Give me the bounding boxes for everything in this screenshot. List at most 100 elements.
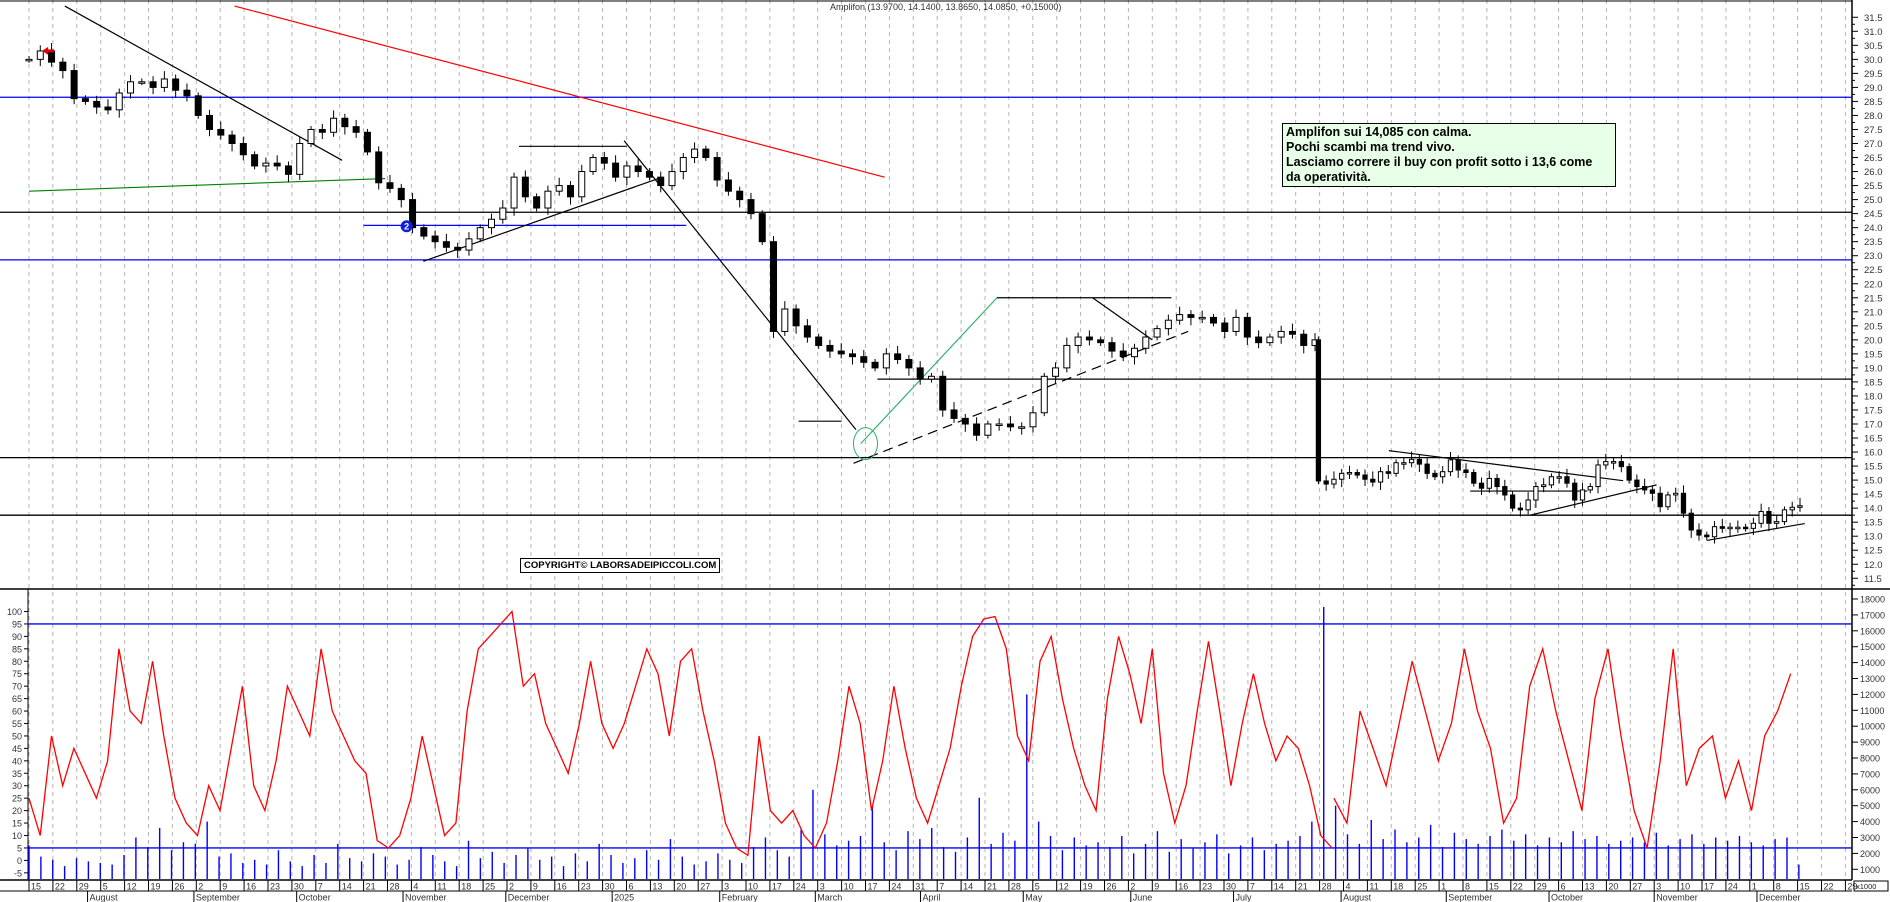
candle-body [1618, 461, 1624, 468]
candle [1610, 457, 1617, 470]
candle [183, 83, 191, 102]
x-day-label: 17 [772, 882, 782, 892]
volume-tick-label: 16000 [1860, 626, 1885, 636]
price-tick-label: 29.5 [1864, 69, 1883, 80]
candle-body [1626, 466, 1632, 481]
volume-tick-label: 1000 [1860, 865, 1880, 875]
x-day-label: 21 [1298, 882, 1308, 892]
x-day-label: 26 [1107, 882, 1117, 892]
candle-body [702, 148, 710, 159]
x-day-label: 29 [79, 882, 89, 892]
candle [1006, 416, 1014, 432]
candle [1579, 483, 1586, 506]
candle [1315, 336, 1322, 485]
x-day-label: 30 [294, 882, 304, 892]
candle-body [1255, 336, 1263, 344]
candle-body [521, 176, 529, 198]
candle [1509, 491, 1516, 512]
candle-body [837, 350, 845, 355]
x-month-label: March [817, 893, 842, 902]
candle [1243, 312, 1251, 345]
candle-body [1243, 316, 1251, 338]
candle-body [465, 238, 473, 251]
x-day-label: 14 [963, 882, 973, 892]
x-day-label: 22 [55, 882, 65, 892]
candle-body [1198, 316, 1206, 320]
candle [555, 177, 563, 196]
candle [1040, 372, 1048, 417]
candle [1478, 477, 1485, 495]
volume-tick-label: 13000 [1860, 674, 1885, 684]
candle-body [1385, 471, 1391, 474]
x-day-label: 27 [700, 882, 710, 892]
price-tick-label: 16.5 [1864, 434, 1883, 445]
analysis-note: Amplifon sui 14,085 con calma. Pochi sca… [1282, 123, 1616, 187]
candle [1385, 464, 1391, 479]
note-line-3: Lasciamo correre il buy con profit sotto… [1286, 155, 1593, 169]
x-day-label: 1 [1752, 882, 1757, 892]
candle-body [1603, 461, 1609, 466]
candle [1742, 523, 1749, 532]
trendline [1388, 450, 1624, 482]
candle [1626, 463, 1632, 484]
candle [1533, 482, 1539, 508]
candle-body [510, 176, 518, 209]
volume-tick-label: 4000 [1860, 817, 1880, 827]
x-month-label: December [508, 893, 550, 902]
candle [1401, 457, 1407, 470]
candle [1494, 473, 1500, 495]
price-tick-label: 21.5 [1864, 293, 1883, 304]
oscillator-tick-label: 75 [12, 669, 22, 679]
candle [645, 168, 653, 181]
candle [127, 75, 135, 99]
trendline [623, 140, 857, 430]
candle [36, 45, 44, 67]
price-tick-label: 15.0 [1864, 476, 1883, 487]
candle-body [736, 190, 744, 201]
oscillator-tick-label: 55 [12, 719, 22, 729]
candle-body [1408, 458, 1415, 464]
trendline [1092, 297, 1153, 341]
oscillator-tick-label: 15 [12, 819, 22, 829]
candle [1119, 343, 1127, 362]
candle-body [499, 207, 507, 220]
candle [1642, 478, 1648, 495]
x-month-label: September [196, 893, 240, 902]
candle [160, 71, 168, 92]
oscillator-tick-label: 40 [12, 756, 22, 766]
x-month-label: November [1656, 893, 1698, 902]
x-day-label: 16 [1178, 882, 1188, 892]
candle [1727, 522, 1733, 537]
x-day-label: 19 [151, 882, 161, 892]
candle-body [1781, 509, 1788, 523]
candle [420, 224, 428, 240]
candle [1750, 517, 1757, 536]
candle [397, 183, 405, 208]
candle-body [1074, 336, 1082, 346]
x-day-label: 23 [581, 882, 591, 892]
candle [1471, 469, 1477, 487]
candle-body [1164, 319, 1172, 330]
x-day-label: 24 [1728, 882, 1738, 892]
oscillator-tick-label: 70 [12, 682, 22, 692]
candle [1176, 306, 1184, 325]
candle-body [1323, 480, 1329, 485]
x-month-label: October [1551, 893, 1583, 902]
candle [363, 128, 371, 156]
marker-label: 2 [404, 222, 409, 232]
x-day-label: 13 [652, 882, 662, 892]
candle [1657, 486, 1663, 513]
candle-body [1416, 458, 1423, 465]
price-tick-label: 19.5 [1864, 349, 1883, 360]
price-tick-label: 30.0 [1864, 55, 1883, 66]
candle [1198, 310, 1206, 324]
candle-body [1797, 505, 1803, 508]
price-tick-label: 27.5 [1864, 125, 1883, 136]
x-day-label: 28 [1322, 882, 1332, 892]
candle [1131, 343, 1139, 365]
x-day-label: 28 [1011, 882, 1021, 892]
volume-tick-label: 9000 [1860, 738, 1880, 748]
volume-tick-label: 11000 [1860, 706, 1884, 716]
candle-body [1401, 462, 1407, 465]
start-arrow-icon [42, 46, 55, 55]
